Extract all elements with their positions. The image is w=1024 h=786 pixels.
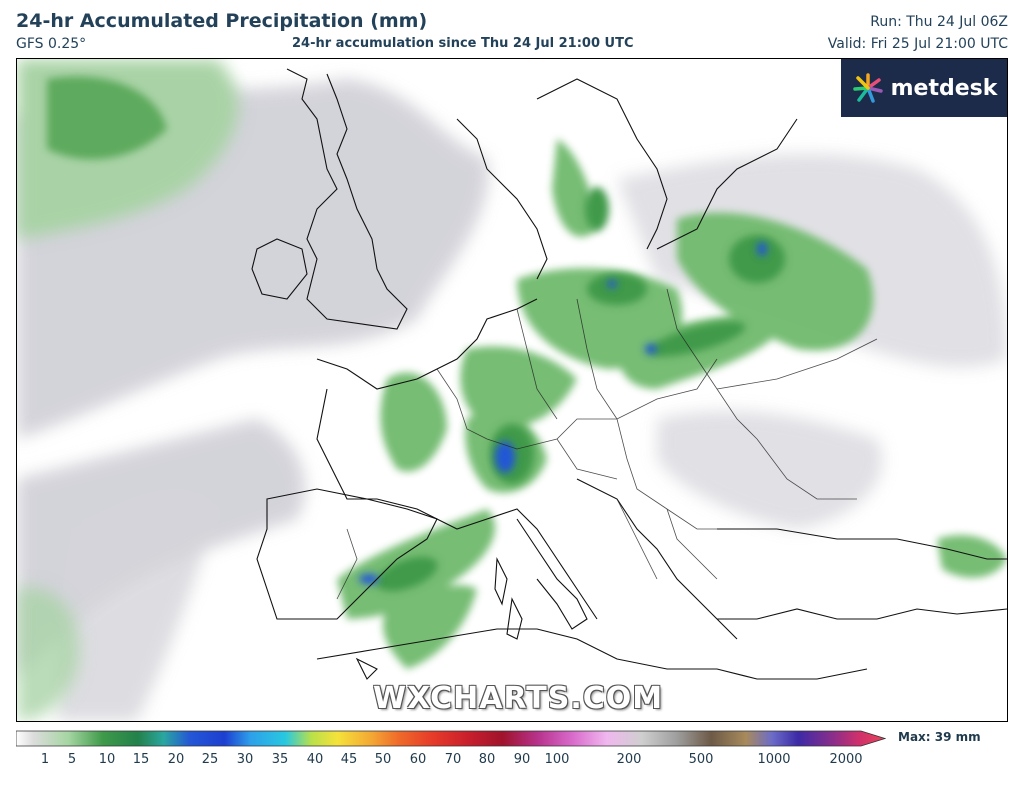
legend-color-bar (16, 730, 886, 747)
legend-tick: 200 (616, 752, 642, 767)
logo-text: metdesk (890, 75, 998, 101)
legend-tick: 1 (40, 752, 50, 767)
legend-tick: 100 (544, 752, 570, 767)
precipitation-map[interactable]: metdesk WXCHARTS.COM (16, 58, 1008, 722)
legend-max-label: Max: 39 mm (898, 730, 981, 744)
legend-tick: 5 (67, 752, 77, 767)
country-borders (336, 288, 878, 600)
run-time: Run: Thu 24 Jul 06Z (870, 14, 1008, 30)
legend-tick: 80 (478, 752, 496, 767)
chart-title: 24-hr Accumulated Precipitation (mm) (16, 10, 428, 32)
legend-tick: 35 (271, 752, 289, 767)
legend-tick: 90 (513, 752, 531, 767)
legend-tick: 1000 (757, 752, 791, 767)
legend-tick: 10 (98, 752, 116, 767)
wxcharts-watermark: WXCHARTS.COM (373, 681, 664, 716)
accumulation-subtitle: 24-hr accumulation since Thu 24 Jul 21:0… (292, 36, 634, 51)
legend-tick-labels: 1 5 10 15 20 25 30 35 40 45 50 60 70 80 … (16, 752, 876, 770)
legend-tick: 2000 (829, 752, 863, 767)
legend-tick: 25 (201, 752, 219, 767)
legend-tick: 70 (444, 752, 462, 767)
valid-time: Valid: Fri 25 Jul 21:00 UTC (827, 36, 1008, 52)
legend-tick: 20 (167, 752, 185, 767)
legend-tick: 50 (374, 752, 392, 767)
model-label: GFS 0.25° (16, 36, 87, 52)
coastlines (251, 68, 1007, 680)
legend-tick: 500 (688, 752, 714, 767)
map-canvas (17, 59, 1007, 721)
metdesk-logo: metdesk (841, 59, 1007, 117)
star-burst-icon (852, 73, 883, 103)
legend-tick: 30 (236, 752, 254, 767)
legend-tick: 40 (306, 752, 324, 767)
legend-tick: 45 (340, 752, 358, 767)
legend-tick: 60 (409, 752, 427, 767)
legend-tick: 15 (132, 752, 150, 767)
